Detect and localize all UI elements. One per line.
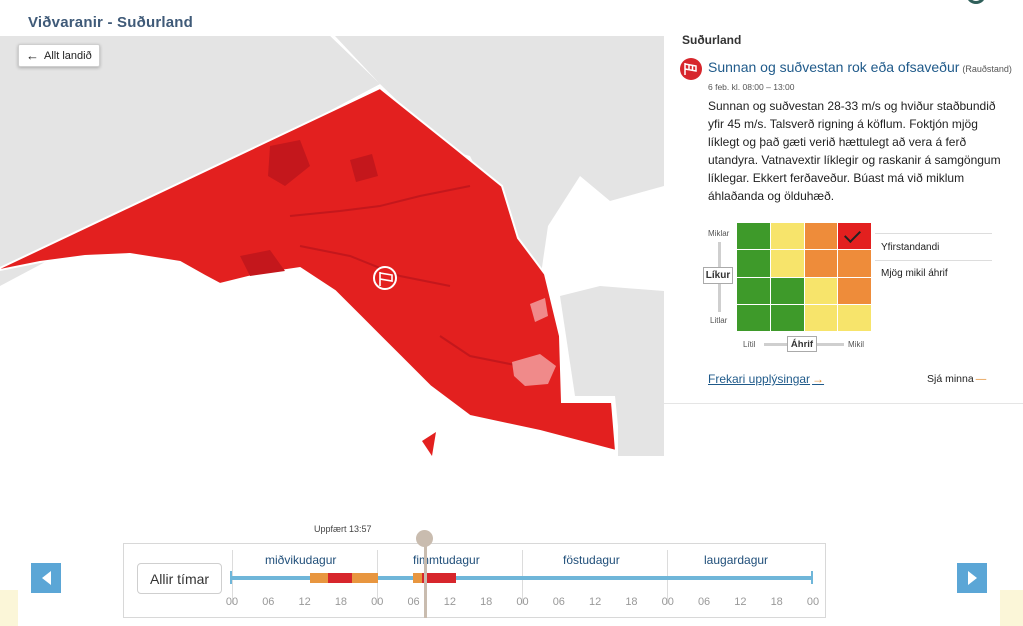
risk-matrix	[737, 223, 871, 331]
timeline-track-start	[230, 571, 232, 584]
timeline-tick-label: 06	[697, 596, 711, 608]
matrix-cell	[770, 250, 804, 277]
wind-flag-map-icon	[373, 266, 397, 290]
land-east	[560, 286, 664, 446]
matrix-cell	[737, 277, 770, 304]
matrix-cell	[804, 277, 838, 304]
matrix-cell	[804, 250, 838, 277]
day-label-friday: föstudagur	[563, 553, 620, 567]
timeline-tick-label: 00	[516, 596, 529, 608]
time-slider-handle[interactable]	[416, 530, 433, 547]
previous-button[interactable]	[31, 563, 61, 593]
next-button[interactable]	[957, 563, 987, 593]
timeline-tick-label: 18	[770, 596, 783, 608]
warning-region-dark-2	[240, 250, 285, 276]
arrow-right-icon: →	[812, 372, 825, 386]
ahrif-axis-high: Mikil	[848, 340, 864, 349]
warning-panel: Suðurland Sunnan og suðvestan rok eða of…	[664, 26, 1023, 406]
timeline-tick-label: 12	[734, 596, 747, 608]
wind-flag-icon	[680, 58, 702, 80]
matrix-cell	[804, 304, 838, 331]
arrow-left-icon: ←	[26, 48, 39, 63]
timeline-tick-label: 18	[625, 596, 638, 608]
matrix-cell	[737, 304, 770, 331]
triangle-right-icon	[967, 571, 977, 585]
ahrif-axis-low: Lítil	[743, 340, 756, 349]
warning-time: 6 feb. kl. 08:00 – 13:00	[708, 82, 795, 92]
land-west	[0, 36, 380, 276]
timeline-track[interactable]	[232, 576, 813, 580]
island-fragment	[422, 432, 436, 456]
glacier-pink-2	[512, 354, 556, 386]
warning-title-text: Sunnan og suðvestan rok eða ofsaveður	[708, 59, 960, 75]
timeline-tick-label: 12	[298, 596, 311, 608]
timeline-tick-label: 06	[407, 596, 420, 608]
timeline-tick-label: 00	[371, 596, 384, 608]
matrix-cell	[838, 223, 871, 250]
timeline-tick-label: 18	[480, 596, 493, 608]
back-button-label: Allt landið	[44, 49, 92, 62]
likur-axis-label: Líkur	[703, 267, 733, 284]
panel-divider	[664, 403, 1023, 404]
page-title: Viðvaranir - Suðurland	[28, 14, 193, 31]
day-label-saturday: laugardagur	[704, 553, 769, 567]
show-less-label: Sjá minna	[927, 373, 974, 385]
timeline-tick-label: 12	[589, 596, 602, 608]
day-label-wednesday: miðvikudagur	[265, 553, 337, 567]
matrix-likur-value: Yfirstandandi	[881, 242, 940, 253]
all-times-button[interactable]: Allir tímar	[137, 563, 222, 594]
likur-axis-low: Litlar	[710, 316, 728, 325]
matrix-cell	[737, 250, 770, 277]
updated-time: Uppfært 13:57	[314, 524, 372, 534]
matrix-cell	[838, 250, 871, 277]
likur-axis-high: Miklar	[708, 229, 730, 238]
ahrif-axis-label: Áhrif	[787, 336, 817, 352]
matrix-cell	[770, 277, 804, 304]
bottom-left-strip	[0, 590, 18, 626]
timeline-tick-label: 06	[262, 596, 275, 608]
minus-icon: —	[975, 373, 987, 385]
map-canvas	[0, 36, 664, 456]
matrix-cell	[770, 223, 804, 250]
timeline-tick-label: 00	[806, 596, 820, 608]
land-southeast	[618, 416, 664, 456]
matrix-cell	[737, 223, 770, 250]
panel-region-title: Suðurland	[682, 33, 742, 47]
river-lines	[289, 185, 521, 367]
matrix-divider	[875, 233, 992, 234]
bottom-right-strip	[1000, 590, 1023, 626]
timeline-tick-label: 12	[443, 596, 456, 608]
timeline[interactable]: Allir tímar miðvikudagur fimmtudagur fös…	[123, 543, 826, 618]
matrix-cell	[804, 223, 838, 250]
warning-title: Sunnan og suðvestan rok eða ofsaveður (Ra…	[708, 59, 1012, 75]
matrix-divider	[875, 260, 992, 261]
matrix-cell	[770, 304, 804, 331]
more-info-label: Frekari upplýsingar	[708, 372, 811, 386]
warning-region-dark-1	[268, 140, 310, 186]
warning-region	[0, 86, 618, 453]
matrix-cell	[838, 304, 871, 331]
warning-region-dark-3	[350, 154, 378, 182]
logo-fragment	[966, 0, 986, 4]
timeline-tick-label: 00	[225, 596, 239, 608]
timeline-tick-label: 06	[552, 596, 565, 608]
warning-segment-red[interactable]	[328, 573, 352, 583]
day-label-thursday: fimmtudagur	[413, 553, 480, 567]
current-time-line	[424, 544, 427, 618]
glacier-pink-1	[530, 298, 548, 322]
warning-segment-red[interactable]	[422, 573, 456, 583]
warning-level: (Rauðstand)	[962, 64, 1012, 74]
timeline-track-end	[811, 571, 813, 584]
triangle-left-icon	[41, 571, 51, 585]
matrix-cell	[838, 277, 871, 304]
show-less-link[interactable]: Sjá minna —	[927, 373, 986, 385]
timeline-tick-label: 00	[661, 596, 674, 608]
back-to-country-button[interactable]: ← Allt landið	[18, 44, 100, 67]
more-info-link[interactable]: Frekari upplýsingar →	[708, 372, 824, 386]
matrix-ahrif-value: Mjög mikil áhrif	[881, 268, 948, 279]
warning-map[interactable]	[0, 36, 664, 492]
warning-description: Sunnan og suðvestan 28-33 m/s og hviður …	[708, 99, 1001, 203]
timeline-tick-label: 18	[334, 596, 348, 608]
